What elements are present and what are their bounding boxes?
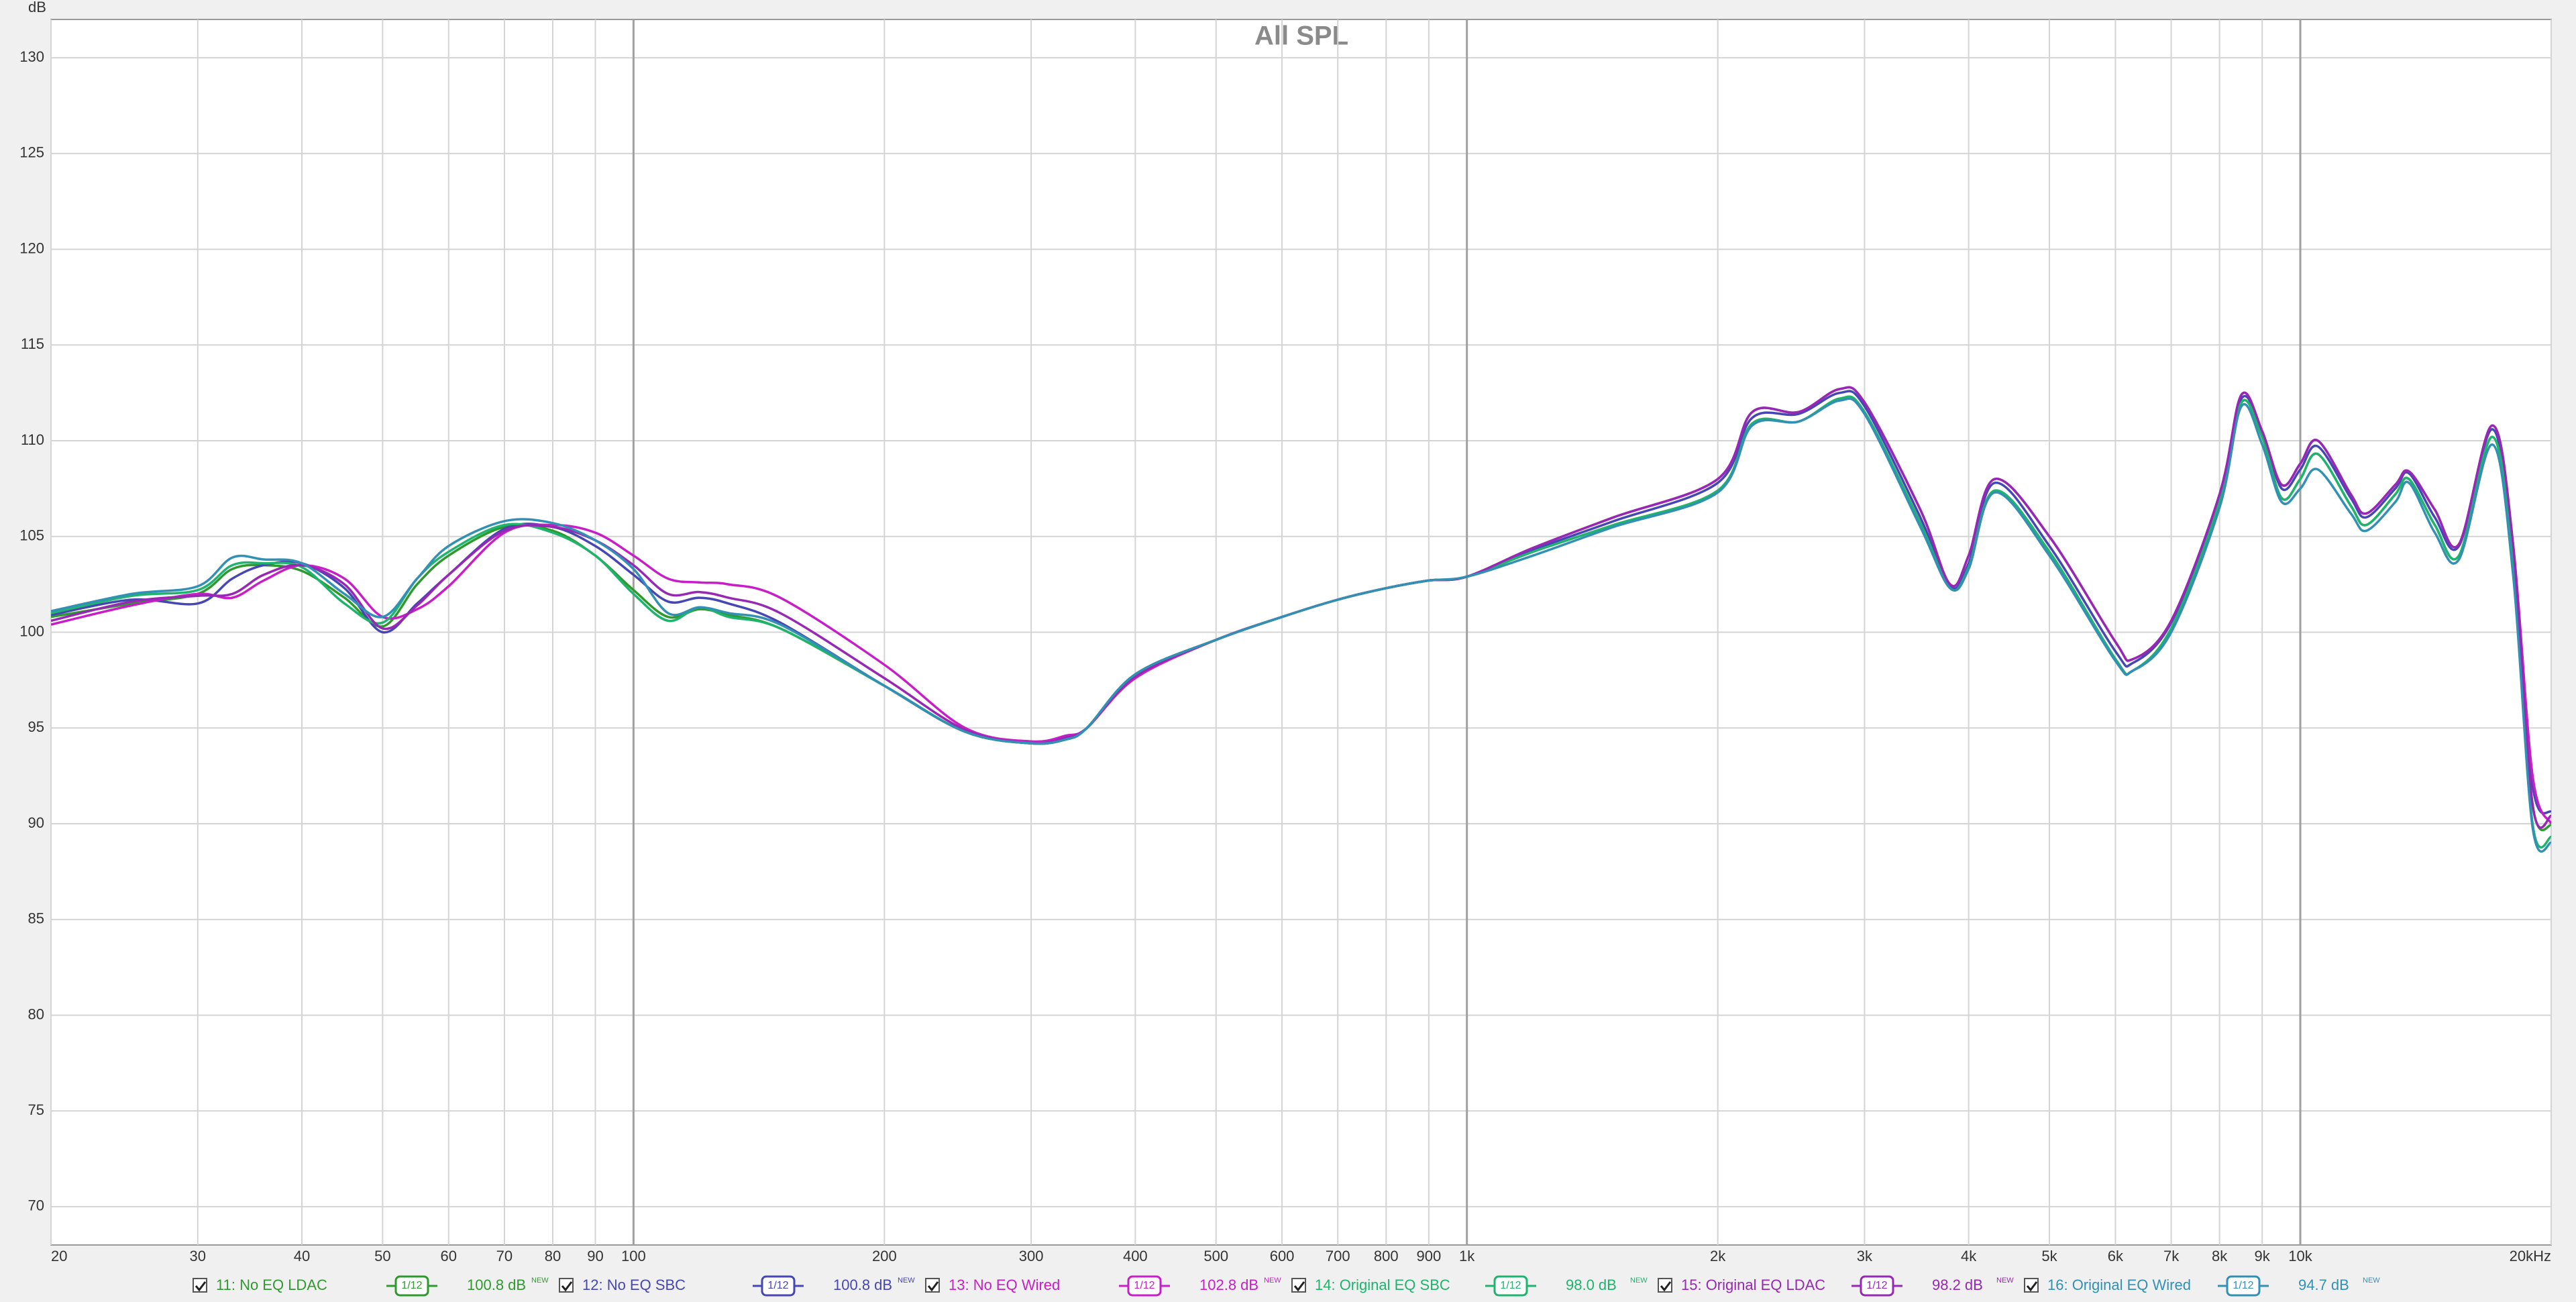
x-tick-label: 8k (2212, 1248, 2228, 1264)
x-tick-label: 600 (1270, 1248, 1295, 1264)
y-tick-label: 105 (19, 527, 44, 544)
legend-smoothing: 1/12 (2233, 1280, 2253, 1291)
legend-check (927, 1281, 939, 1292)
x-tick-label: 40 (294, 1248, 310, 1264)
legend-name: 14: Original EQ SBC (1315, 1277, 1450, 1293)
legend-name: 15: Original EQ LDAC (1681, 1277, 1825, 1293)
y-tick-label: 130 (19, 48, 44, 65)
legend-checkbox (1291, 1278, 1306, 1293)
legend-check (2026, 1281, 2038, 1292)
x-tick-label: 300 (1019, 1248, 1044, 1264)
legend-check (195, 1281, 207, 1292)
x-tick-label: 90 (587, 1248, 603, 1264)
x-tick-label: 5k (2041, 1248, 2057, 1264)
x-tick-label: 70 (496, 1248, 513, 1264)
chart-title: All SPL (1254, 21, 1348, 51)
legend-level: 102.8 dB (1199, 1277, 1258, 1293)
x-tick-label: 4k (1961, 1248, 1977, 1264)
legend-check (1293, 1281, 1305, 1292)
x-tick-label: 900 (1416, 1248, 1441, 1264)
x-tick-label: 1k (1459, 1248, 1475, 1264)
x-tick-label: 700 (1326, 1248, 1350, 1264)
x-tick-label: 60 (441, 1248, 457, 1264)
legend-checkbox (2024, 1278, 2039, 1293)
legend-smoothing-box (1493, 1275, 1528, 1297)
y-tick-label: 125 (19, 144, 44, 161)
series-line (51, 386, 2551, 829)
legend-name: 11: No EQ LDAC (216, 1277, 327, 1293)
x-tick-label: 800 (1374, 1248, 1399, 1264)
y-tick-label: 120 (19, 239, 44, 256)
y-tick-label: 75 (28, 1101, 44, 1118)
y-axis-label: dB (28, 0, 46, 15)
legend-smoothing: 1/12 (401, 1280, 422, 1291)
legend-smoothing-box (394, 1275, 429, 1297)
y-tick-label: 110 (21, 431, 44, 448)
legend-badge: NEW (1996, 1277, 2014, 1285)
x-tick-label: 20 (51, 1248, 67, 1264)
series-line (51, 395, 2551, 849)
x-tick-label: 100 (621, 1248, 646, 1264)
y-tick-label: 95 (28, 718, 44, 735)
x-tick-label: 20kHz (2510, 1248, 2551, 1264)
legend-checkbox (1658, 1278, 1672, 1293)
legend-smoothing-box (1127, 1275, 1162, 1297)
series-group (51, 386, 2551, 853)
x-tick-label: 6k (2108, 1248, 2124, 1264)
legend-checkbox (559, 1278, 574, 1293)
x-tick-label: 3k (1857, 1248, 1873, 1264)
legend-name: 12: No EQ SBC (582, 1277, 686, 1293)
legend-smoothing-box (2226, 1275, 2261, 1297)
legend-badge: NEW (2363, 1277, 2380, 1285)
legend-smoothing-box (761, 1275, 796, 1297)
legend-check (1660, 1281, 1672, 1292)
series-line (51, 397, 2551, 853)
legend-level: 100.8 dB (833, 1277, 892, 1293)
x-tick-label: 400 (1123, 1248, 1148, 1264)
legend-smoothing: 1/12 (1134, 1280, 1155, 1291)
y-tick-label: 90 (28, 814, 44, 831)
x-tick-label: 30 (190, 1248, 206, 1264)
y-tick-label: 115 (21, 335, 44, 352)
legend-level: 98.2 dB (1932, 1277, 1983, 1293)
legend-smoothing: 1/12 (767, 1280, 788, 1291)
legend-smoothing: 1/12 (1500, 1280, 1521, 1291)
legend-badge: NEW (898, 1277, 915, 1285)
legend-level: 98.0 dB (1566, 1277, 1617, 1293)
legend-level: 100.8 dB (467, 1277, 526, 1293)
legend-smoothing: 1/12 (1866, 1280, 1887, 1291)
legend-name: 16: Original EQ Wired (2047, 1277, 2191, 1293)
x-tick-label: 7k (2163, 1248, 2180, 1264)
y-tick-label: 80 (28, 1006, 44, 1022)
legend-check (561, 1281, 573, 1292)
legend-name: 13: No EQ Wired (949, 1277, 1060, 1293)
x-tick-label: 200 (872, 1248, 897, 1264)
x-tick-label: 10k (2288, 1248, 2312, 1264)
legend-smoothing-box (1860, 1275, 1894, 1297)
x-tick-label: 9k (2255, 1248, 2271, 1264)
x-tick-label: 500 (1203, 1248, 1228, 1264)
x-tick-label: 2k (1710, 1248, 1726, 1264)
x-tick-label: 50 (374, 1248, 390, 1264)
x-tick-label: 80 (545, 1248, 561, 1264)
legend-badge: NEW (1630, 1277, 1648, 1285)
legend-checkbox (925, 1278, 940, 1293)
y-tick-label: 85 (28, 910, 44, 927)
legend-badge: NEW (531, 1277, 549, 1285)
y-tick-label: 100 (19, 622, 44, 639)
y-tick-label: 70 (28, 1197, 44, 1214)
legend-checkbox (193, 1278, 207, 1293)
legend-level: 94.7 dB (2298, 1277, 2349, 1293)
legend-badge: NEW (1264, 1277, 1281, 1285)
